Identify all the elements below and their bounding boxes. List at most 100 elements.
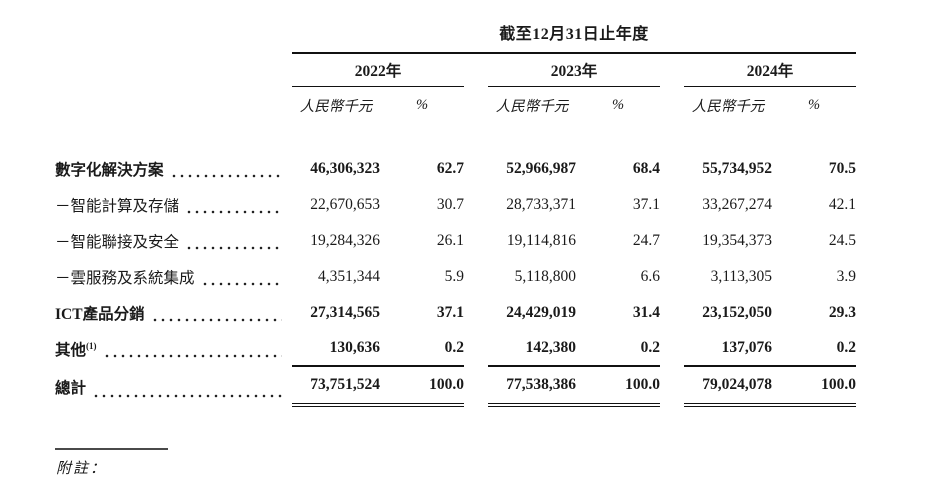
footnote-superscript: (1) bbox=[86, 340, 97, 351]
amount-cell: 22,670,653 bbox=[310, 196, 380, 213]
amount-cell: 46,306,323 bbox=[310, 160, 380, 177]
percent-cell: 3.9 bbox=[836, 268, 856, 285]
value-group-2022: 4,351,344 5.9 bbox=[292, 259, 464, 295]
percent-cell: 0.2 bbox=[380, 331, 464, 367]
value-group-2022: 46,306,323 62.7 bbox=[292, 151, 464, 187]
table-row: －智能計算及存儲 22,670,653 30.7 28,733,371 37.1… bbox=[55, 187, 856, 223]
row-label: 數字化解決方案 bbox=[55, 162, 164, 179]
amount-cell: 28,733,371 bbox=[506, 196, 576, 213]
row-label-cell: －智能計算及存儲 bbox=[55, 187, 292, 223]
year-header-2022: 2022年 bbox=[292, 54, 464, 87]
unit-header-row: 人民幣千元 % 人民幣千元 % 人民幣千元 % bbox=[55, 87, 856, 123]
row-label-cell: －智能聯接及安全 bbox=[55, 223, 292, 259]
table-row: ICT產品分銷 27,314,565 37.1 24,429,019 31.4 … bbox=[55, 295, 856, 331]
value-group-2024: 23,152,050 29.3 bbox=[684, 295, 856, 331]
percent-cell: 0.2 bbox=[576, 331, 660, 367]
value-group-2023: 52,966,987 68.4 bbox=[488, 151, 660, 187]
percent-cell: 31.4 bbox=[632, 304, 660, 321]
percent-cell: 6.6 bbox=[640, 268, 660, 285]
amount-cell: 4,351,344 bbox=[318, 268, 380, 285]
amount-cell: 19,284,326 bbox=[310, 232, 380, 249]
row-label: －智能聯接及安全 bbox=[55, 234, 180, 251]
header-body-gap bbox=[55, 123, 856, 151]
year-header-2023: 2023年 bbox=[488, 54, 660, 87]
row-label: －雲服務及系統集成 bbox=[55, 270, 195, 287]
row-label-cell: 數字化解決方案 bbox=[55, 151, 292, 187]
percent-cell: 68.4 bbox=[632, 160, 660, 177]
row-label-cell: ICT產品分銷 bbox=[55, 295, 292, 331]
dot-leader bbox=[185, 246, 282, 250]
percent-cell: 100.0 bbox=[576, 367, 660, 407]
amount-cell: 142,380 bbox=[488, 331, 576, 367]
value-group-2023: 19,114,816 24.7 bbox=[488, 223, 660, 259]
revenue-breakdown-table: 截至12月31日止年度 2022年 2023年 2024年 人民幣千元 % 人民… bbox=[55, 18, 856, 407]
label-column-spacer bbox=[55, 54, 292, 87]
label-column-spacer bbox=[55, 87, 292, 123]
amount-cell: 24,429,019 bbox=[506, 304, 576, 321]
percent-cell: 24.7 bbox=[632, 232, 660, 249]
table-body: 數字化解決方案 46,306,323 62.7 52,966,987 68.4 … bbox=[55, 151, 856, 407]
amount-cell: 55,734,952 bbox=[702, 160, 772, 177]
amount-cell: 5,118,800 bbox=[514, 268, 576, 285]
amount-cell: 19,354,373 bbox=[702, 232, 772, 249]
value-group-2024: 33,267,274 42.1 bbox=[684, 187, 856, 223]
amount-cell: 27,314,565 bbox=[310, 304, 380, 321]
dot-leader bbox=[102, 354, 282, 358]
amount-cell: 19,114,816 bbox=[506, 232, 576, 249]
row-label: －智能計算及存儲 bbox=[55, 198, 180, 215]
footnote-rule bbox=[55, 448, 168, 450]
value-group-2024: 3,113,305 3.9 bbox=[684, 259, 856, 295]
percent-cell: 100.0 bbox=[772, 367, 856, 407]
row-label-cell: 總計 bbox=[55, 367, 292, 407]
amount-cell: 77,538,386 bbox=[488, 367, 576, 407]
table-row: 其他(1) 130,636 0.2 142,380 0.2 137,076 0.… bbox=[55, 331, 856, 367]
amount-cell: 79,024,078 bbox=[684, 367, 772, 407]
percent-cell: 100.0 bbox=[380, 367, 464, 407]
percent-label: % bbox=[415, 96, 429, 113]
percent-cell: 30.7 bbox=[436, 196, 464, 213]
unit-label: 人民幣千元 bbox=[299, 98, 373, 115]
percent-cell: 5.9 bbox=[444, 268, 464, 285]
value-group-2023: 5,118,800 6.6 bbox=[488, 259, 660, 295]
row-label: 總計 bbox=[55, 380, 87, 397]
percent-label: % bbox=[611, 96, 625, 113]
year-header-2024: 2024年 bbox=[684, 54, 856, 87]
row-label-cell: －雲服務及系統集成 bbox=[55, 259, 292, 295]
value-group-2022: 27,314,565 37.1 bbox=[292, 295, 464, 331]
percent-cell: 37.1 bbox=[436, 304, 464, 321]
table-row: －智能聯接及安全 19,284,326 26.1 19,114,816 24.7… bbox=[55, 223, 856, 259]
dot-leader bbox=[92, 394, 282, 398]
percent-cell: 70.5 bbox=[828, 160, 856, 177]
amount-cell: 130,636 bbox=[292, 331, 380, 367]
row-label-cell: 其他(1) bbox=[55, 331, 292, 367]
amount-cell: 137,076 bbox=[684, 331, 772, 367]
percent-cell: 24.5 bbox=[828, 232, 856, 249]
footnote-label: 附註： bbox=[56, 461, 108, 477]
row-label: 其他(1) bbox=[55, 340, 97, 359]
amount-cell: 23,152,050 bbox=[702, 304, 772, 321]
header-rule bbox=[292, 52, 856, 54]
value-group-2024: 137,076 0.2 bbox=[684, 331, 856, 367]
unit-label: 人民幣千元 bbox=[691, 98, 765, 115]
table-row: 數字化解決方案 46,306,323 62.7 52,966,987 68.4 … bbox=[55, 151, 856, 187]
percent-cell: 29.3 bbox=[828, 304, 856, 321]
value-group-2023: 24,429,019 31.4 bbox=[488, 295, 660, 331]
year-header-row: 2022年 2023年 2024年 bbox=[55, 54, 856, 87]
value-group-2024: 19,354,373 24.5 bbox=[684, 223, 856, 259]
amount-cell: 73,751,524 bbox=[292, 367, 380, 407]
row-label: ICT產品分銷 bbox=[55, 306, 145, 323]
percent-cell: 26.1 bbox=[436, 232, 464, 249]
table-row: 總計 73,751,524 100.0 77,538,386 100.0 79,… bbox=[55, 367, 856, 407]
percent-label: % bbox=[807, 96, 821, 113]
percent-cell: 37.1 bbox=[632, 196, 660, 213]
value-group-2022: 73,751,524 100.0 bbox=[292, 367, 464, 407]
unit-header-group-2022: 人民幣千元 % bbox=[292, 87, 464, 123]
value-group-2024: 79,024,078 100.0 bbox=[684, 367, 856, 407]
value-group-2022: 22,670,653 30.7 bbox=[292, 187, 464, 223]
percent-cell: 0.2 bbox=[772, 331, 856, 367]
value-group-2023: 77,538,386 100.0 bbox=[488, 367, 660, 407]
table-row: －雲服務及系統集成 4,351,344 5.9 5,118,800 6.6 3,… bbox=[55, 259, 856, 295]
unit-label: 人民幣千元 bbox=[495, 98, 569, 115]
value-group-2022: 19,284,326 26.1 bbox=[292, 223, 464, 259]
value-group-2022: 130,636 0.2 bbox=[292, 331, 464, 367]
